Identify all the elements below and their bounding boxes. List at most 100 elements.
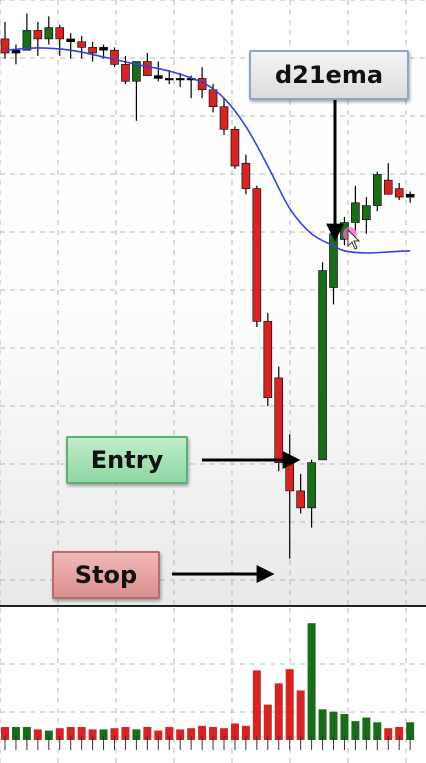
candle: [22, 13, 32, 51]
volume-bar: [362, 717, 371, 740]
candle-body: [252, 188, 262, 322]
volume-bar: [318, 709, 327, 740]
volume-bar: [373, 722, 382, 740]
ema-label: d21ema: [249, 50, 409, 100]
candle: [44, 16, 54, 45]
volume-bar: [296, 690, 305, 740]
candle-body: [143, 61, 152, 76]
candle-body: [88, 47, 97, 54]
volume-bar: [11, 727, 20, 740]
candle-body: [77, 41, 86, 48]
candle-body: [121, 64, 130, 82]
candle: [143, 53, 152, 76]
candle-body: [263, 321, 273, 398]
candle-body: [405, 193, 415, 198]
candle-body: [307, 462, 316, 509]
volume-bar: [241, 725, 250, 740]
candle-body: [0, 38, 10, 54]
candle-body: [351, 202, 360, 223]
candle-body: [44, 27, 54, 40]
candle-body: [241, 162, 251, 189]
volume-bar: [406, 722, 415, 740]
candle-body: [219, 106, 229, 130]
candle: [307, 459, 316, 528]
volume-bar: [329, 711, 338, 740]
volume-bar: [176, 729, 185, 740]
volume-bar: [88, 729, 97, 740]
candle-body: [154, 75, 163, 79]
candle-body: [394, 188, 404, 198]
volume-bar: [209, 727, 218, 740]
volume-bar: [285, 669, 294, 740]
candle: [318, 262, 327, 461]
volume-bar: [395, 727, 404, 740]
candle: [175, 72, 185, 87]
candle: [110, 47, 119, 68]
candles: [0, 13, 415, 559]
candle: [164, 69, 174, 85]
candle-body: [110, 49, 119, 65]
stop-label: Stop: [52, 551, 160, 599]
candle: [154, 61, 163, 82]
candle-body: [362, 205, 371, 220]
candle-body: [11, 49, 21, 54]
candle: [362, 197, 371, 234]
candle: [66, 33, 75, 59]
volume-bar: [263, 704, 272, 740]
candle: [230, 126, 240, 169]
volume-bar: [77, 727, 86, 740]
candle: [121, 55, 130, 85]
candle: [219, 98, 229, 135]
volume-bar: [307, 623, 316, 740]
volume-bar: [274, 683, 283, 740]
candle-body: [329, 233, 338, 288]
volume-bar: [1, 727, 9, 740]
candle-body: [318, 270, 327, 461]
candle-body: [230, 129, 240, 167]
volume-axis-ticks: [4, 736, 411, 750]
candle-body: [372, 174, 382, 206]
candle-body: [164, 78, 174, 81]
volume-bar: [143, 727, 152, 740]
candle-body: [132, 61, 141, 82]
candle-body: [296, 490, 305, 509]
volume-bars: [1, 623, 415, 740]
volume-bar: [132, 729, 141, 740]
ema-line: [4, 47, 411, 254]
volume-bar: [154, 730, 163, 740]
entry-label: Entry: [66, 436, 188, 484]
volume-bar: [66, 727, 75, 740]
volume-bar: [384, 728, 393, 740]
candle-body: [22, 30, 32, 51]
volume-bar: [44, 730, 53, 740]
volume-bar: [33, 729, 42, 740]
candle: [274, 366, 284, 472]
candle: [55, 24, 65, 56]
volume-bar: [187, 728, 196, 740]
candle: [351, 185, 360, 231]
volume-bar: [252, 670, 261, 740]
candle-body: [285, 456, 295, 492]
volume-bar: [198, 725, 207, 740]
candle: [394, 182, 404, 200]
candle-body: [383, 179, 393, 195]
volume-bar: [340, 714, 349, 740]
candle-body: [99, 47, 108, 51]
candle-body: [208, 89, 218, 108]
candle: [88, 41, 97, 62]
cursor-pointer-icon: [347, 228, 361, 250]
candle-body: [66, 38, 75, 43]
candle: [11, 44, 21, 65]
candle: [383, 163, 393, 195]
candle-body: [33, 30, 43, 40]
candle: [372, 171, 382, 212]
candle-body: [175, 78, 185, 81]
volume-bar: [121, 727, 130, 740]
candle: [405, 191, 415, 203]
candle: [77, 36, 86, 59]
candle: [132, 61, 141, 121]
candle: [252, 185, 262, 328]
annotation-arrows: [172, 100, 344, 583]
